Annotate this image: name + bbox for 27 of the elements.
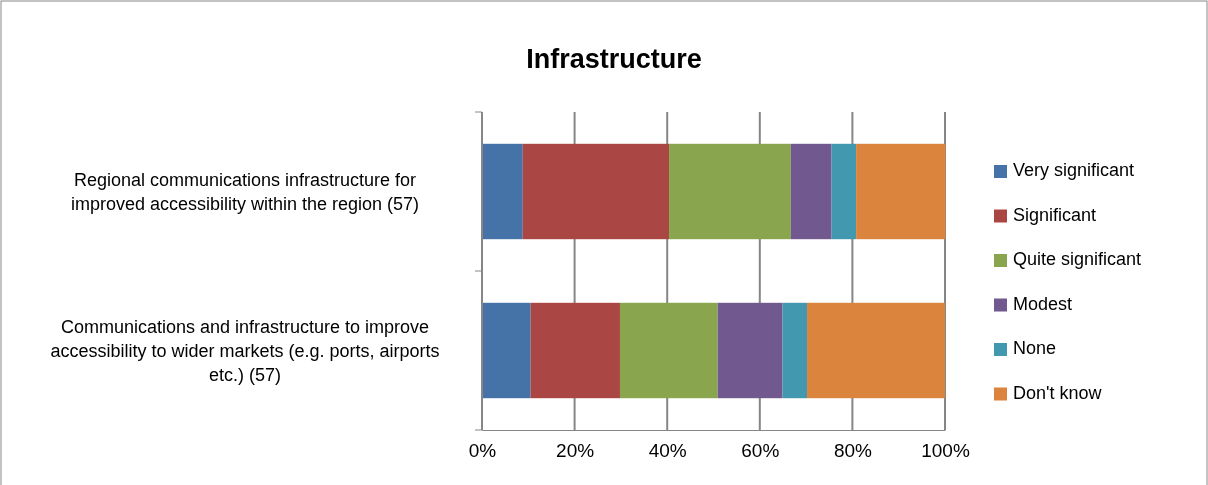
legend-label: None (1013, 338, 1057, 358)
bar (856, 143, 946, 240)
bar (717, 302, 783, 399)
x-tick-label: 80% (833, 440, 873, 462)
x-tick-label: 60% (741, 440, 780, 462)
x-tick-label: 100% (921, 440, 970, 462)
x-tick-label: 0% (468, 440, 497, 462)
bar (522, 143, 670, 240)
legend-label: Don't know (1013, 382, 1103, 403)
x-tick-label: 20% (556, 440, 595, 462)
bar (807, 302, 945, 399)
bar (482, 143, 523, 240)
bar (790, 143, 832, 240)
bar (782, 302, 808, 399)
x-tick-label: 40% (648, 440, 687, 462)
y-tick-label: Regional communications infrastructure for improved accessibility within the region (57) (70, 169, 420, 214)
y-tick-label: Communications and infrastructure to improve accessibility to wider markets (e.g. ports, airports etc.) (57) (50, 316, 440, 385)
bar (669, 143, 791, 240)
bar (619, 302, 718, 399)
legend-label: Very significant (1013, 160, 1135, 180)
bar (831, 143, 857, 240)
bar (482, 302, 531, 399)
legend-label: Significant (1013, 204, 1097, 225)
legend-label: Quite significant (1013, 249, 1142, 269)
legend-label: Modest (1013, 293, 1073, 314)
chart-title: Infrastructure (526, 44, 702, 74)
bar (530, 302, 620, 399)
